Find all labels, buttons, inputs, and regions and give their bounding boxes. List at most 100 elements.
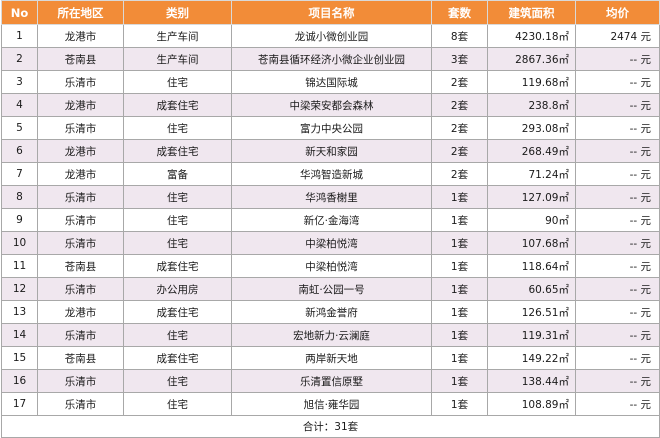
cell-price: -- 元 (575, 392, 660, 416)
cell-price: -- 元 (575, 369, 660, 393)
cell-area: 2867.36㎡ (487, 47, 576, 71)
table-row: 2 苍南县 生产车间 苍南县循环经济小微企业创业园 3套 2867.36㎡ -- 元 (1, 47, 660, 71)
cell-district: 苍南县 (37, 346, 124, 370)
cell-no: 10 (1, 231, 38, 255)
table-row: 16 乐清市 住宅 乐清置信原墅 1套 138.44㎡ -- 元 (1, 369, 660, 393)
cell-category: 办公用房 (123, 277, 232, 301)
table-row: 1 龙港市 生产车间 龙诚小微创业园 8套 4230.18㎡ 2474 元 (1, 24, 660, 48)
cell-no: 5 (1, 116, 38, 140)
cell-district: 乐清市 (37, 185, 124, 209)
header-category: 类别 (123, 0, 232, 25)
total-cell: 合计：31套 (1, 415, 660, 438)
cell-area: 118.64㎡ (487, 254, 576, 278)
cell-price: -- 元 (575, 162, 660, 186)
header-row: No 所在地区 类别 项目名称 套数 建筑面积 均价 (1, 0, 660, 25)
cell-project: 宏地新力·云澜庭 (231, 323, 432, 347)
cell-district: 龙港市 (37, 162, 124, 186)
cell-units: 1套 (431, 277, 488, 301)
header-units: 套数 (431, 0, 488, 25)
cell-no: 17 (1, 392, 38, 416)
cell-price: 2474 元 (575, 24, 660, 48)
cell-district: 龙港市 (37, 93, 124, 117)
cell-district: 龙港市 (37, 300, 124, 324)
cell-category: 住宅 (123, 185, 232, 209)
cell-project: 新亿·金海湾 (231, 208, 432, 232)
cell-units: 3套 (431, 47, 488, 71)
cell-no: 8 (1, 185, 38, 209)
cell-units: 1套 (431, 346, 488, 370)
cell-project: 苍南县循环经济小微企业创业园 (231, 47, 432, 71)
cell-district: 乐清市 (37, 208, 124, 232)
cell-units: 1套 (431, 185, 488, 209)
header-price: 均价 (575, 0, 660, 25)
cell-units: 2套 (431, 93, 488, 117)
table-row: 10 乐清市 住宅 中梁柏悦湾 1套 107.68㎡ -- 元 (1, 231, 660, 255)
cell-area: 71.24㎡ (487, 162, 576, 186)
cell-project: 南虹·公园一号 (231, 277, 432, 301)
cell-category: 住宅 (123, 70, 232, 94)
total-row: 合计：31套 (1, 415, 660, 438)
cell-no: 12 (1, 277, 38, 301)
cell-area: 90㎡ (487, 208, 576, 232)
cell-category: 住宅 (123, 231, 232, 255)
cell-price: -- 元 (575, 300, 660, 324)
cell-units: 2套 (431, 139, 488, 163)
cell-area: 107.68㎡ (487, 231, 576, 255)
table-row: 14 乐清市 住宅 宏地新力·云澜庭 1套 119.31㎡ -- 元 (1, 323, 660, 347)
cell-category: 成套住宅 (123, 254, 232, 278)
cell-district: 乐清市 (37, 70, 124, 94)
cell-district: 乐清市 (37, 392, 124, 416)
cell-area: 238.8㎡ (487, 93, 576, 117)
cell-category: 住宅 (123, 323, 232, 347)
cell-area: 4230.18㎡ (487, 24, 576, 48)
cell-category: 成套住宅 (123, 300, 232, 324)
table-row: 4 龙港市 成套住宅 中梁荣安都会森林 2套 238.8㎡ -- 元 (1, 93, 660, 117)
table-row: 5 乐清市 住宅 富力中央公园 2套 293.08㎡ -- 元 (1, 116, 660, 140)
cell-price: -- 元 (575, 116, 660, 140)
header-project: 项目名称 (231, 0, 432, 25)
table-row: 3 乐清市 住宅 锦达国际城 2套 119.68㎡ -- 元 (1, 70, 660, 94)
cell-units: 1套 (431, 369, 488, 393)
cell-price: -- 元 (575, 254, 660, 278)
cell-no: 14 (1, 323, 38, 347)
cell-project: 新天和家园 (231, 139, 432, 163)
cell-area: 293.08㎡ (487, 116, 576, 140)
cell-district: 乐清市 (37, 116, 124, 140)
cell-price: -- 元 (575, 346, 660, 370)
cell-units: 2套 (431, 162, 488, 186)
cell-no: 1 (1, 24, 38, 48)
cell-category: 富备 (123, 162, 232, 186)
cell-units: 1套 (431, 231, 488, 255)
cell-no: 11 (1, 254, 38, 278)
cell-project: 旭信·雍华园 (231, 392, 432, 416)
cell-area: 268.49㎡ (487, 139, 576, 163)
cell-project: 中梁柏悦湾 (231, 231, 432, 255)
cell-project: 两岸新天地 (231, 346, 432, 370)
cell-units: 1套 (431, 300, 488, 324)
cell-district: 苍南县 (37, 47, 124, 71)
cell-price: -- 元 (575, 185, 660, 209)
cell-no: 3 (1, 70, 38, 94)
cell-units: 1套 (431, 254, 488, 278)
cell-project: 华鸿智造新城 (231, 162, 432, 186)
cell-project: 新鸿金誉府 (231, 300, 432, 324)
cell-area: 108.89㎡ (487, 392, 576, 416)
cell-district: 乐清市 (37, 369, 124, 393)
table-row: 15 苍南县 成套住宅 两岸新天地 1套 149.22㎡ -- 元 (1, 346, 660, 370)
table-row: 7 龙港市 富备 华鸿智造新城 2套 71.24㎡ -- 元 (1, 162, 660, 186)
cell-units: 1套 (431, 208, 488, 232)
cell-units: 8套 (431, 24, 488, 48)
cell-no: 6 (1, 139, 38, 163)
cell-price: -- 元 (575, 323, 660, 347)
cell-category: 生产车间 (123, 24, 232, 48)
cell-no: 9 (1, 208, 38, 232)
cell-project: 龙诚小微创业园 (231, 24, 432, 48)
cell-units: 2套 (431, 70, 488, 94)
cell-district: 乐清市 (37, 277, 124, 301)
header-district: 所在地区 (37, 0, 124, 25)
cell-project: 乐清置信原墅 (231, 369, 432, 393)
table-row: 12 乐清市 办公用房 南虹·公园一号 1套 60.65㎡ -- 元 (1, 277, 660, 301)
cell-area: 138.44㎡ (487, 369, 576, 393)
header-no: No (1, 0, 38, 25)
cell-price: -- 元 (575, 139, 660, 163)
